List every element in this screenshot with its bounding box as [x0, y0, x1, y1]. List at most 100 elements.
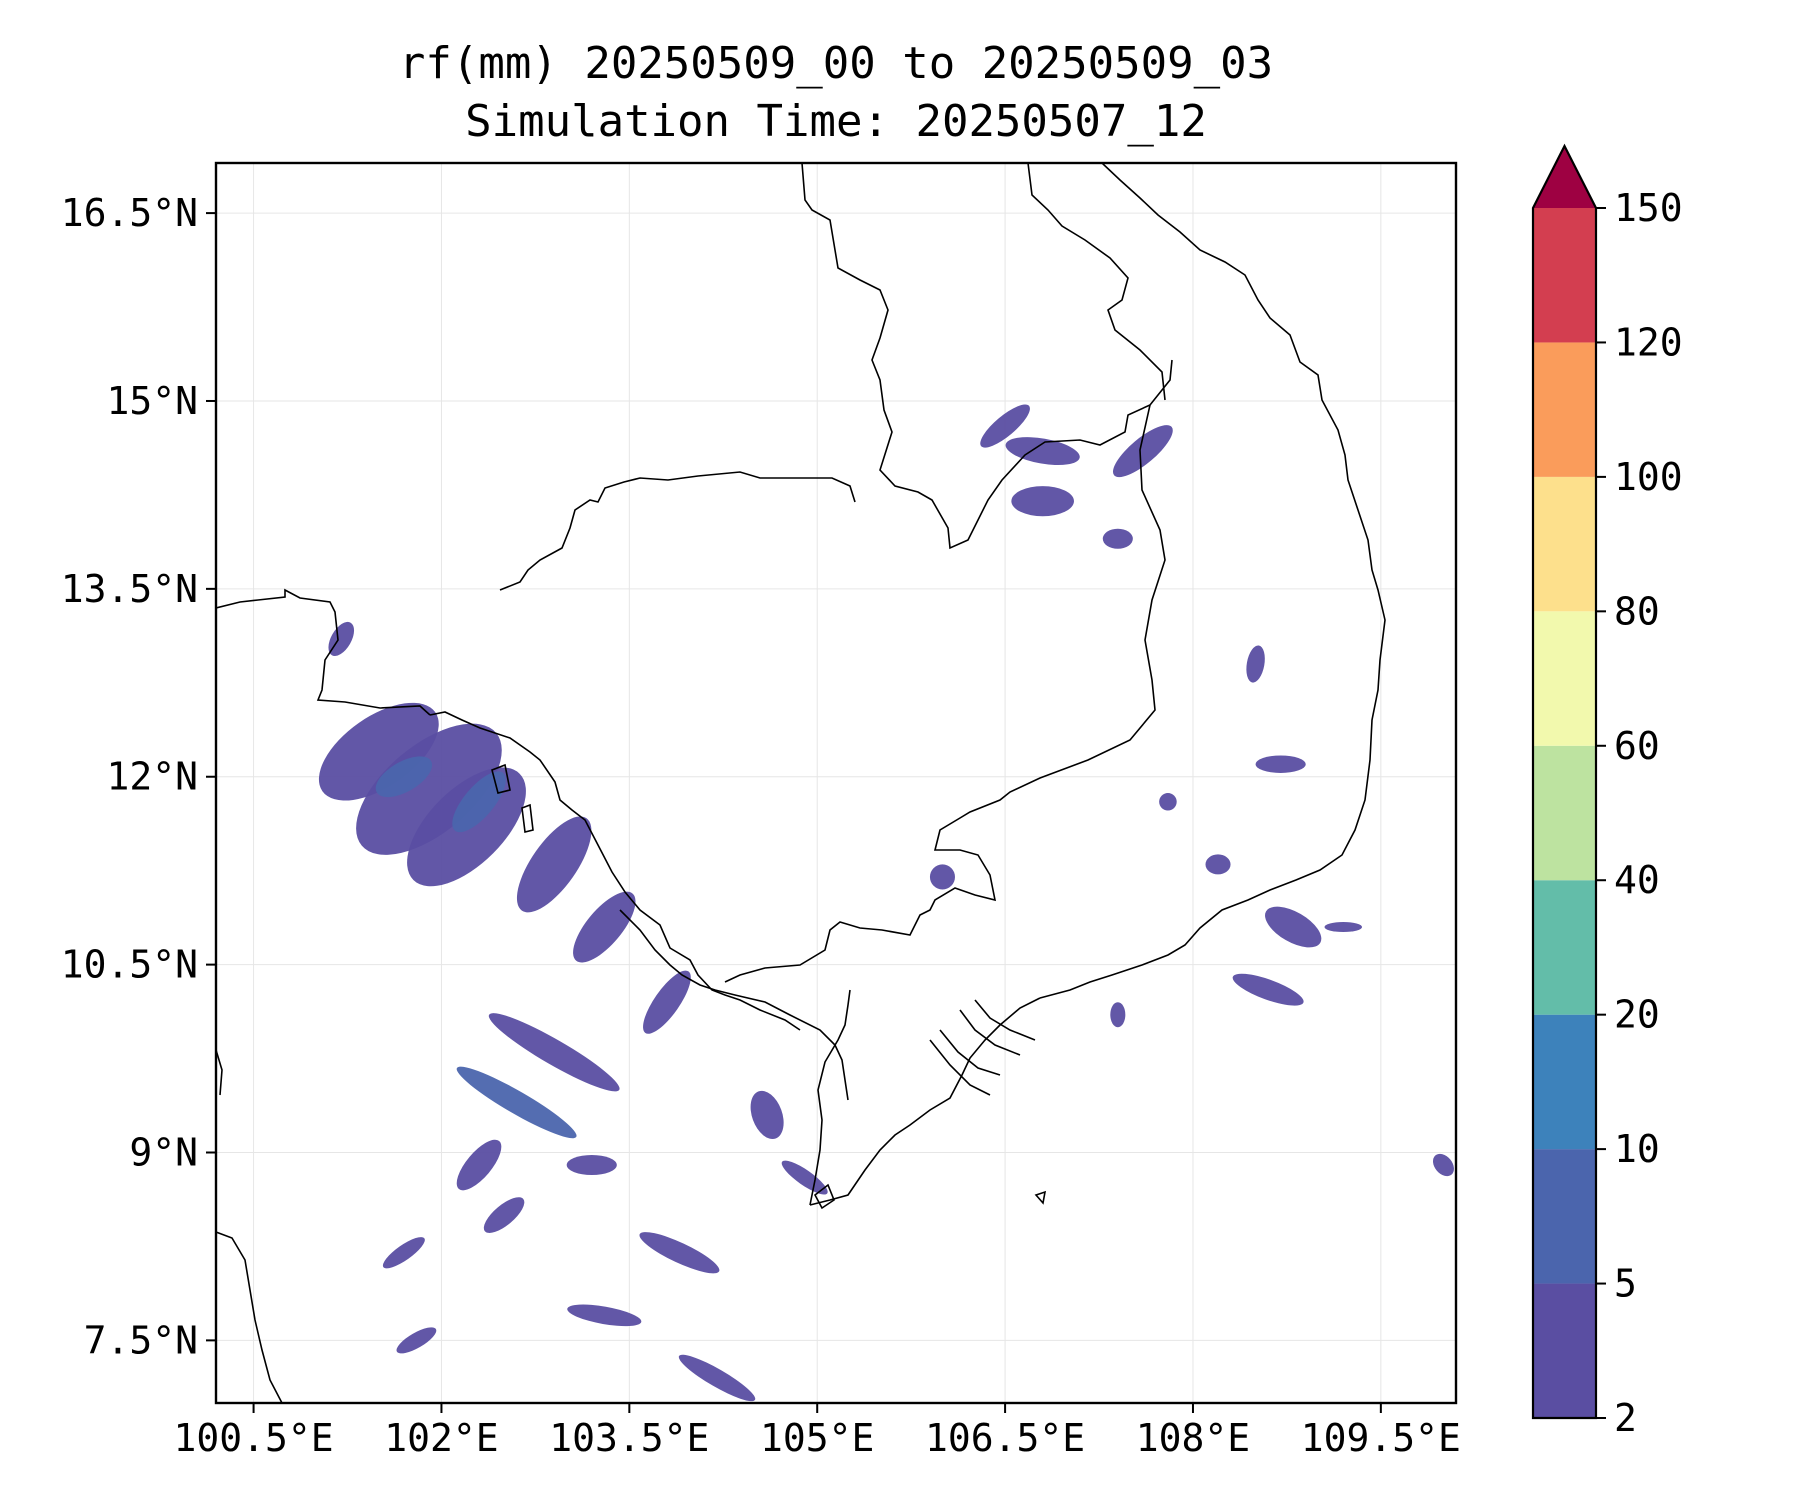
delta-west-coast [809, 989, 851, 1206]
rain-cell [1255, 755, 1306, 773]
rain-cell [456, 1139, 502, 1191]
island-con-dao [1034, 1190, 1047, 1205]
chart-subtitle: Simulation Time: 20250507_12 [465, 96, 1207, 147]
colorbar-tick-label: 100 [1614, 455, 1683, 499]
rain-cell [1112, 425, 1173, 478]
colorbar-band [1533, 1149, 1596, 1284]
map-gridlines [216, 163, 1456, 1403]
rain-cell [1324, 922, 1363, 933]
colorbar-band [1533, 342, 1596, 477]
lat-tick-label: 12°N [106, 755, 198, 799]
rain-cell [1205, 854, 1231, 875]
rain-cell [573, 891, 636, 963]
longitude-axis: 100.5°E 102°E 103.5°E 105°E 106.5°E 108°E 109.… [173, 1403, 1461, 1460]
lon-tick-label: 105°E [760, 1416, 874, 1460]
vietnam-east-coast [1039, 163, 1386, 999]
rain-cell [567, 1304, 642, 1327]
colorbar-band [1533, 1014, 1596, 1150]
rain-cell [643, 970, 691, 1034]
rain-cell [1246, 645, 1265, 683]
laos-north-border [1027, 163, 1166, 401]
colorbar-tick-label: 20 [1614, 993, 1660, 1037]
rain-cell [483, 1197, 525, 1233]
rain-cell [1232, 973, 1304, 1006]
lat-tick-label: 7.5°N [84, 1318, 198, 1362]
rain-cell [750, 1090, 784, 1140]
mekong-mouth-4 [929, 1039, 991, 1096]
rain-cell [1159, 793, 1177, 811]
borders-coastline [216, 163, 1386, 1403]
lat-tick-label: 16.5°N [61, 191, 198, 235]
thailand-southwest [216, 1049, 223, 1096]
colorbar-extend-max [1533, 146, 1596, 208]
rain-cell [980, 404, 1030, 448]
map-frame [214, 161, 1458, 1405]
rain-cell [488, 1013, 620, 1092]
colorbar-tick-label: 2 [1614, 1396, 1637, 1440]
island-phu-quoc [813, 1183, 835, 1210]
lon-tick-label: 100.5°E [173, 1416, 333, 1460]
cambodia-laos-thailand-border [499, 471, 856, 591]
rain-cell [328, 621, 355, 656]
laos-vietnam-border [801, 163, 1173, 550]
rain-cell [566, 1155, 617, 1176]
colorbar-band [1533, 208, 1596, 343]
lon-tick-label: 108°E [1136, 1416, 1250, 1460]
colorbar-band [1533, 611, 1596, 746]
vietnam-cambodia-border [724, 404, 1166, 983]
rain-cell [1005, 437, 1080, 466]
colorbar-tick-label: 120 [1614, 320, 1683, 364]
rain-cell [1265, 906, 1322, 948]
rain-cell [929, 864, 955, 890]
colorbar: 2 5 10 20 40 60 80 100 120 150 [1531, 143, 1683, 1440]
colorbar-band [1533, 880, 1596, 1015]
colorbar-tick-label: 150 [1614, 186, 1683, 230]
rain-cell [1102, 528, 1133, 549]
lon-tick-label: 109.5°E [1301, 1416, 1461, 1460]
thailand-gulf-coast-east [429, 711, 801, 1031]
colorbar-tick-label: 5 [1614, 1262, 1637, 1306]
island-kong [491, 763, 511, 794]
cambodia-coast [619, 909, 849, 1101]
rain-cell [318, 702, 439, 801]
colorbar-tick-label: 80 [1614, 589, 1660, 633]
rain-cell [781, 1160, 828, 1195]
rain-cell [456, 1066, 577, 1139]
lon-tick-label: 103.5°E [549, 1416, 709, 1460]
lon-tick-label: 106.5°E [925, 1416, 1085, 1460]
latitude-axis: 7.5°N 9°N 10.5°N 12°N 13.5°N 15°N 16.5°N [61, 191, 216, 1362]
rain-cell [639, 1232, 720, 1274]
rain-cell [1432, 1153, 1454, 1177]
rain-cell [382, 1237, 425, 1269]
lon-tick-label: 102°E [384, 1416, 498, 1460]
rain-cell [516, 816, 592, 913]
rain-cell [1011, 486, 1074, 517]
rain-cell [375, 756, 433, 798]
colorbar-tick-label: 60 [1614, 724, 1660, 768]
rain-cell [452, 771, 506, 833]
malay-peninsula-west [216, 1231, 283, 1403]
colorbar-outline [1531, 143, 1598, 1420]
mekong-mouth-2 [959, 1009, 1021, 1056]
rainfall-field [318, 404, 1454, 1402]
rain-cell [356, 723, 502, 855]
lat-tick-label: 10.5°N [61, 943, 198, 987]
mekong-mouth-3 [939, 1029, 1001, 1076]
lat-tick-label: 13.5°N [61, 567, 198, 611]
mekong-delta-coast [809, 997, 1041, 1206]
rain-cell [1110, 1002, 1126, 1028]
colorbar-band [1533, 476, 1596, 612]
thailand-cambodia-border [216, 588, 431, 716]
chart-title: rf(mm) 20250509_00 to 20250509_03 [398, 38, 1274, 89]
colorbar-tick-label: 40 [1614, 858, 1660, 902]
rain-cell [396, 1327, 437, 1354]
island-chang [521, 803, 534, 833]
colorbar-band [1533, 1283, 1596, 1418]
lat-tick-label: 9°N [129, 1130, 198, 1174]
colorbar-band [1533, 745, 1596, 881]
colorbar-tick-label: 10 [1614, 1127, 1660, 1171]
rain-cell [678, 1354, 756, 1402]
lat-tick-label: 15°N [106, 379, 198, 423]
